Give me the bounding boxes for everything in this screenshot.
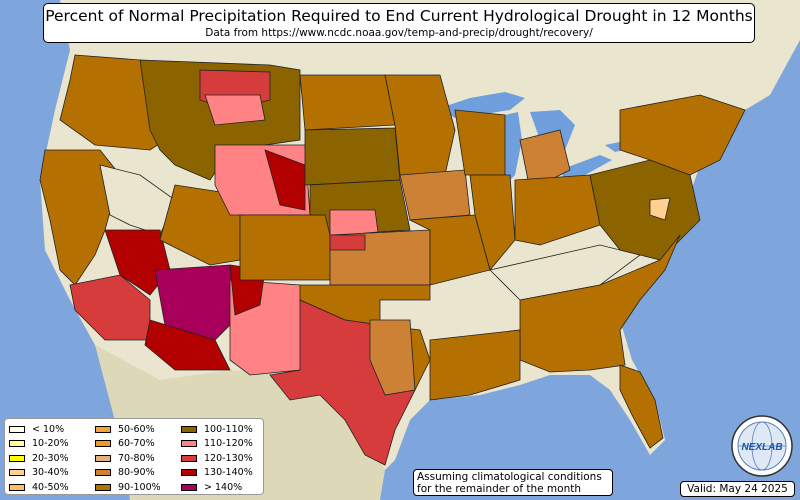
legend-label: 40-50% (32, 481, 69, 493)
region-kentucky-tennessee (489, 244, 641, 301)
valid-date: Valid: May 24 2025 (680, 481, 795, 497)
region-iowa (399, 169, 471, 221)
region-northeast (619, 94, 746, 176)
logo-text: NEXLAB (741, 442, 782, 453)
nexlab-logo: NEXLAB (731, 415, 793, 477)
legend-swatch (95, 469, 111, 477)
legend-swatch (181, 425, 197, 433)
legend-label: 110-120% (204, 438, 253, 450)
region-wyoming-dark (264, 149, 306, 211)
legend-item: 70-80% (95, 451, 161, 466)
legend-item: 130-140% (181, 466, 253, 481)
map-title: Percent of Normal Precipitation Required… (45, 7, 753, 25)
legend-swatch (181, 454, 197, 462)
lake-erie (560, 155, 612, 180)
legend-column-2: 50-60% 60-70% 70-80% 80-90% 90-100% (95, 422, 161, 495)
legend-swatch (95, 440, 111, 448)
region-colorado (239, 214, 331, 281)
region-kansas-red (329, 234, 366, 251)
legend-item: 20-30% (9, 451, 69, 466)
lake-michigan (502, 112, 522, 185)
note-line-2: for the remainder of the month (417, 483, 582, 495)
legend-label: 80-90% (118, 467, 155, 479)
legend-item: 40-50% (9, 480, 69, 495)
legend-item: 50-60% (95, 422, 161, 437)
legend-label: 10-20% (32, 438, 69, 450)
legend-label: 20-30% (32, 452, 69, 464)
legend-swatch (9, 425, 25, 433)
assumption-note: Assuming climatological conditions for t… (413, 469, 613, 496)
region-illinois (469, 174, 516, 271)
legend-swatch (181, 469, 197, 477)
legend-item: > 140% (181, 480, 253, 495)
title-box: Percent of Normal Precipitation Required… (43, 3, 755, 43)
region-indiana-ohio (514, 174, 601, 246)
legend-label: 90-100% (118, 481, 161, 493)
region-arkansas (369, 319, 416, 396)
legend-item: 80-90% (95, 466, 161, 481)
region-north-dakota (299, 74, 396, 131)
region-south-dakota (304, 127, 401, 186)
legend-label: > 140% (204, 481, 243, 493)
drought-regions (39, 54, 746, 466)
region-montana-pink (204, 94, 266, 126)
region-missouri (408, 214, 491, 286)
legend-swatch (95, 425, 111, 433)
legend-label: 30-40% (32, 467, 69, 479)
region-michigan (519, 129, 571, 191)
legend-column-1: < 10% 10-20% 20-30% 30-40% 40-50% (9, 422, 69, 495)
region-gulf-coast (429, 329, 521, 401)
legend-column-3: 100-110% 110-120% 120-130% 130-140% > 14… (181, 422, 253, 495)
region-nebraska-pink (329, 209, 379, 237)
map-subtitle: Data from https://www.ncdc.noaa.gov/temp… (205, 27, 593, 39)
legend-swatch (9, 483, 25, 491)
legend: < 10% 10-20% 20-30% 30-40% 40-50% 50-60%… (4, 418, 264, 495)
legend-label: 100-110% (204, 423, 253, 435)
region-florida (619, 364, 664, 449)
legend-swatch (181, 440, 197, 448)
legend-swatch (95, 483, 111, 491)
legend-item: 90-100% (95, 480, 161, 495)
legend-swatch (9, 454, 25, 462)
legend-item: 10-20% (9, 437, 69, 452)
region-california-north (39, 149, 121, 286)
legend-item: 110-120% (181, 437, 253, 452)
region-arizona-magenta (154, 264, 236, 341)
region-arizona-south (144, 319, 231, 371)
legend-item: 120-130% (181, 451, 253, 466)
legend-swatch (95, 454, 111, 462)
region-southeast (519, 234, 681, 373)
legend-label: < 10% (32, 423, 65, 435)
legend-label: 130-140% (204, 467, 253, 479)
legend-item: 30-40% (9, 466, 69, 481)
legend-item: 100-110% (181, 422, 253, 437)
region-maryland (649, 197, 671, 221)
legend-item: 60-70% (95, 437, 161, 452)
legend-label: 120-130% (204, 452, 253, 464)
legend-swatch (9, 440, 25, 448)
legend-item: < 10% (9, 422, 69, 437)
note-line-1: Assuming climatological conditions (417, 471, 602, 483)
legend-swatch (9, 469, 25, 477)
legend-label: 70-80% (118, 452, 155, 464)
legend-swatch (181, 483, 197, 491)
legend-label: 60-70% (118, 438, 155, 450)
legend-label: 50-60% (118, 423, 155, 435)
